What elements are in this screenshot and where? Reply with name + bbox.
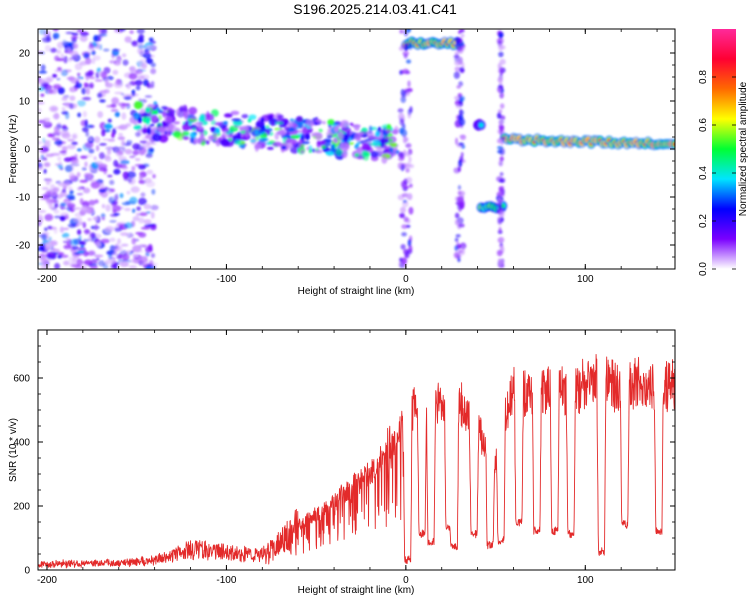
colorbar-tick-label: 0.0 [698, 262, 709, 276]
spectrogram-y-tick-label: 20 [19, 49, 31, 60]
colorbar-tick-label: 0.8 [698, 70, 709, 84]
spectrogram-x-tick-label: 100 [577, 274, 594, 285]
spectrogram-x-axis-label: Height of straight line (km) [298, 286, 415, 297]
colorbar-tick-label: 0.4 [698, 166, 709, 180]
colorbar-tick-label: 0.6 [698, 118, 709, 132]
spectrogram-y-tick-label: -20 [16, 241, 31, 252]
spectrogram-y-axis-label: Frequency (Hz) [8, 115, 19, 184]
snr-y-tick-label: 200 [13, 502, 30, 513]
spectrogram-x-tick-label: -100 [216, 274, 236, 285]
snr-y-axis-label: SNR (10 * v/v) [8, 418, 19, 482]
spectrogram-image [38, 29, 675, 269]
colorbar-tick-label: 0.2 [698, 214, 709, 228]
snr-series-line [38, 353, 675, 569]
snr-x-tick-label: 100 [577, 575, 594, 586]
page-title: S196.2025.214.03.41.C41 [293, 1, 457, 17]
colorbar-gradient [712, 29, 736, 269]
spectrogram-x-tick-label: -200 [37, 274, 57, 285]
snr-y-tick-label: 600 [13, 374, 30, 385]
snr-panel: -200 -100 0 100 0 200 400 600 Height of straigh… [8, 329, 676, 596]
snr-x-tick-label: -100 [216, 575, 236, 586]
snr-x-tick-label: -200 [37, 575, 57, 586]
colorbar-label: Normalized spectral amplitude [738, 81, 749, 216]
snr-y-tick-label: 0 [24, 566, 30, 577]
spectrogram-y-tick-label: -10 [16, 193, 31, 204]
spectrogram-y-tick-label: 10 [19, 97, 31, 108]
colorbar: 0.0 0.2 0.4 0.6 0.8 Normalized spectral ampl… [698, 29, 749, 276]
snr-x-axis-label: Height of straight line (km) [298, 585, 415, 596]
snr-y-tick-label: 400 [13, 438, 30, 449]
snr-x-tick-label: 0 [403, 575, 409, 586]
spectrogram-x-tick-label: 0 [403, 274, 409, 285]
spectrogram-y-tick-label: 0 [24, 145, 30, 156]
